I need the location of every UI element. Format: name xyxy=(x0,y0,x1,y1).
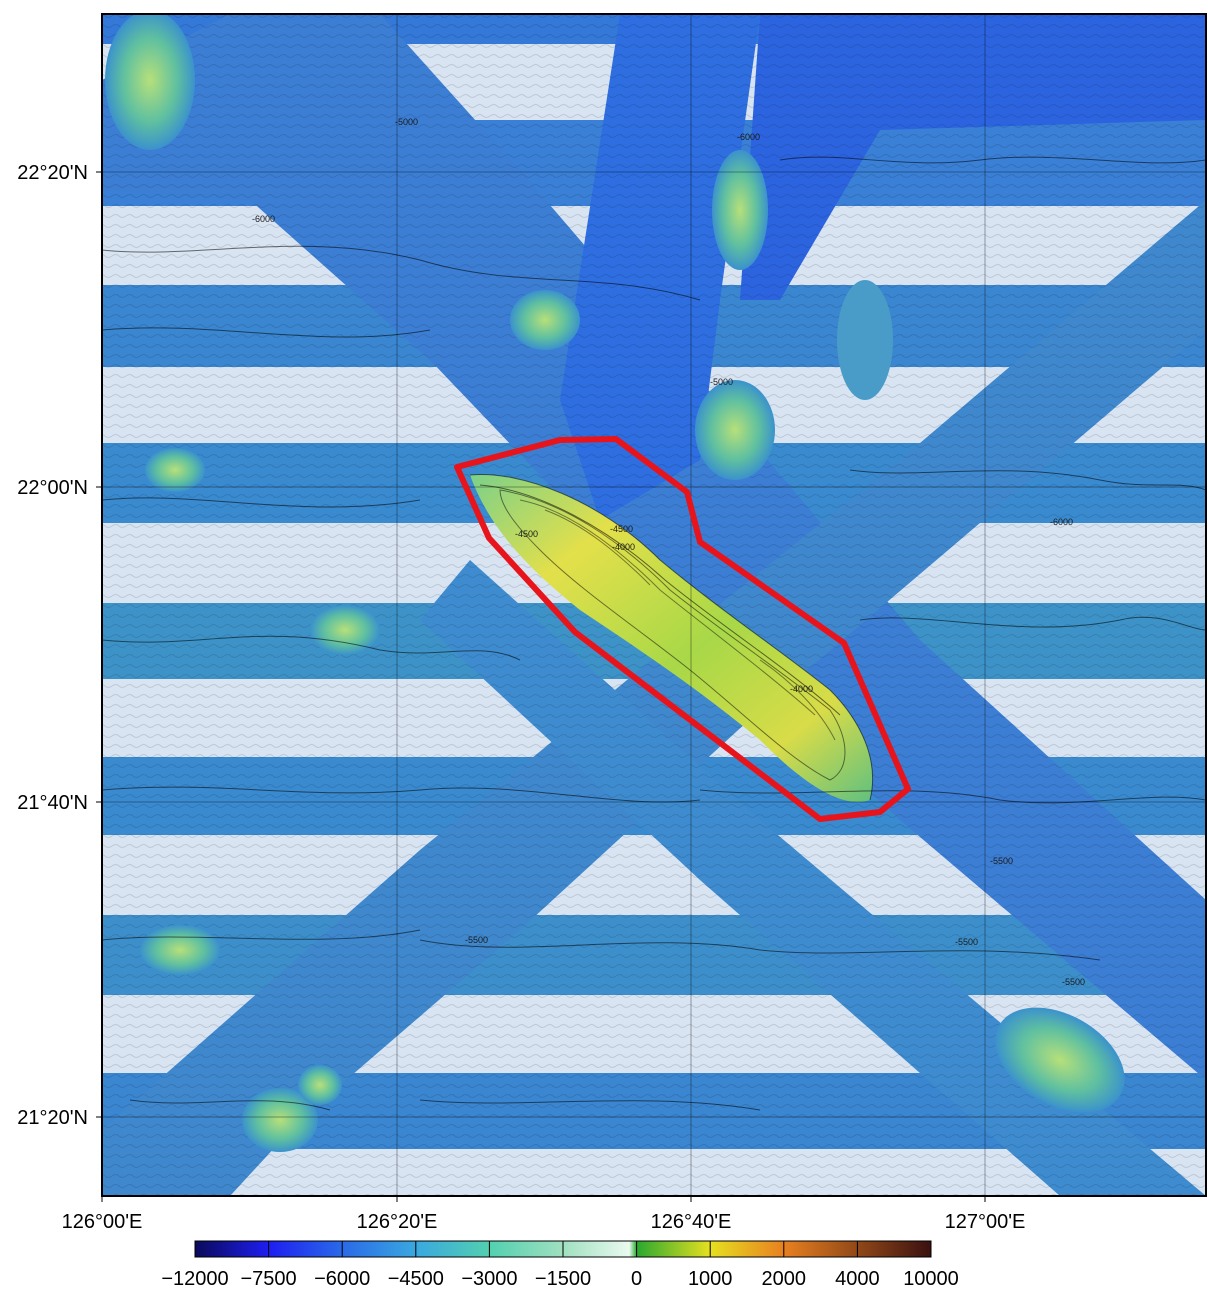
colorbar-label: 0 xyxy=(631,1268,642,1290)
latitude-label: 21°40'N xyxy=(17,792,88,814)
contour-label: -5000 xyxy=(710,377,733,387)
colorbar-label: 4000 xyxy=(835,1268,880,1290)
map-border xyxy=(101,13,1207,1197)
map-surface: -5000 -6000 -6000 -4500 -4500 -4000 -500… xyxy=(102,14,1206,1196)
contour-label: -5500 xyxy=(1062,977,1085,987)
contour-label: -5000 xyxy=(395,117,418,127)
contour-label: -4500 xyxy=(515,529,538,539)
latitude-label: 22°20'N xyxy=(17,162,88,184)
seamounts xyxy=(105,14,1125,1152)
colorbar-label: −4500 xyxy=(388,1268,444,1290)
bathymetric-contours xyxy=(102,156,1206,1111)
longitude-labels: 126°00'E 126°20'E 126°40'E 127°00'E xyxy=(62,1211,1026,1233)
contour-label: -6000 xyxy=(252,214,275,224)
longitude-label: 126°40'E xyxy=(651,1211,732,1233)
contour-label: -5500 xyxy=(990,856,1013,866)
colorbar-label: −6000 xyxy=(314,1268,370,1290)
contour-label: -5500 xyxy=(465,935,488,945)
contour-label: -4000 xyxy=(612,542,635,552)
ridge-relief xyxy=(470,474,873,802)
contour-label: -4000 xyxy=(790,684,813,694)
colorbar-label: 10000 xyxy=(903,1268,959,1290)
contour-label: -6000 xyxy=(737,132,760,142)
latitude-label: 21°20'N xyxy=(17,1107,88,1129)
colorbar-label: 2000 xyxy=(762,1268,807,1290)
study-area-outline xyxy=(454,436,911,822)
longitude-label: 126°20'E xyxy=(357,1211,438,1233)
axis-ticks xyxy=(96,171,986,1202)
contour-label: -4500 xyxy=(610,524,633,534)
longitude-label: 126°00'E xyxy=(62,1211,143,1233)
latitude-labels: 22°20'N 22°00'N 21°40'N 21°20'N xyxy=(17,162,88,1129)
colorbar-label: −7500 xyxy=(241,1268,297,1290)
latitude-label: 22°00'N xyxy=(17,477,88,499)
colorbar-label: −1500 xyxy=(535,1268,591,1290)
longitude-label: 127°00'E xyxy=(945,1211,1026,1233)
colorbar-ticks xyxy=(268,1241,858,1257)
colorbar-label: 1000 xyxy=(688,1268,733,1290)
colorbar-label: −12000 xyxy=(161,1268,228,1290)
contour-labels: -5000 -6000 -6000 -4500 -4500 -4000 -500… xyxy=(252,117,1085,987)
depth-colorbar: −12000 −7500 −6000 −4500 −3000 −1500 0 1… xyxy=(161,1240,959,1290)
graticule xyxy=(102,14,1206,1196)
contour-label: -5500 xyxy=(955,937,978,947)
contour-label: -6000 xyxy=(1050,517,1073,527)
colorbar-label: −3000 xyxy=(461,1268,517,1290)
